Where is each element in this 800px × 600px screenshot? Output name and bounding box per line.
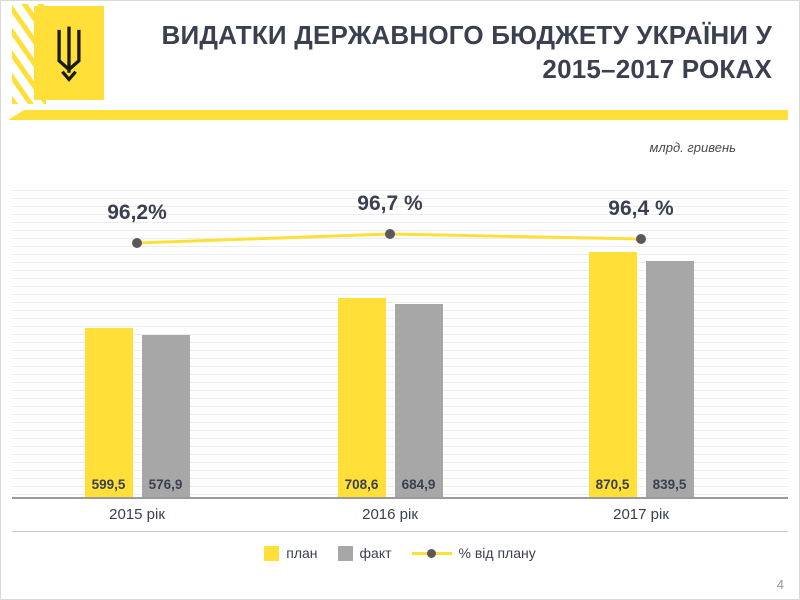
legend-label-fact: факт	[359, 545, 392, 561]
bar-value-label: 708,6	[344, 477, 379, 492]
chart-legend: план факт % від плану	[0, 540, 800, 566]
page-number: 4	[776, 577, 784, 592]
legend-item-fact: факт	[337, 545, 392, 561]
x-axis-label: 2016 рік	[362, 506, 418, 523]
bar-value-label: 576,9	[148, 477, 183, 492]
bar-план-2017: 870,5	[588, 252, 637, 497]
bar-план-2016: 708,6	[337, 298, 386, 497]
bar-value-label: 839,5	[652, 477, 687, 492]
bar-план-2015: 599,5	[84, 328, 133, 497]
x-axis-label: 2017 рік	[613, 506, 669, 523]
bar-value-label: 870,5	[595, 477, 630, 492]
x-axis-label: 2015 рік	[109, 506, 165, 523]
legend-label-plan: план	[286, 545, 318, 561]
percent-line-swatch	[411, 548, 452, 558]
percent-label: 96,2%	[107, 201, 167, 224]
percent-label: 96,4 %	[608, 197, 674, 220]
percent-of-plan-line	[132, 229, 646, 248]
bar-факт-2016: 684,9	[394, 304, 443, 497]
bar-факт-2017: 839,5	[645, 261, 694, 497]
bar-факт-2015: 576,9	[141, 335, 190, 497]
trident-icon	[57, 26, 81, 82]
logo-square	[34, 6, 104, 100]
fact-swatch	[337, 545, 353, 561]
percent-label: 96,7 %	[357, 192, 423, 215]
line-marker-dot	[132, 238, 142, 248]
title-line-2: 2015–2017 РОКАХ	[542, 54, 772, 85]
legend-label-percent: % від плану	[458, 545, 536, 561]
page-title: ВИДАТКИ ДЕРЖАВНОГО БЮДЖЕТУ УКРАЇНИ У 201…	[132, 18, 772, 87]
title-line-1: ВИДАТКИ ДЕРЖАВНОГО БЮДЖЕТУ УКРАЇНИ У	[161, 20, 772, 50]
bar-value-label: 684,9	[401, 477, 436, 492]
plan-swatch	[264, 545, 280, 561]
x-axis: 2015 рік 2016 рік 2017 рік	[12, 499, 788, 532]
legend-item-percent: % від плану	[411, 545, 536, 561]
units-label: млрд. гривень	[649, 140, 736, 155]
legend-item-plan: план	[264, 545, 318, 561]
line-marker-dot	[385, 229, 395, 239]
bar-value-label: 599,5	[91, 477, 126, 492]
bar-chart: 599,5 576,9 96,2% 708,6 684,9 96,7 % 870,5 839,…	[12, 190, 788, 499]
logo	[12, 4, 104, 104]
line-marker-dot	[636, 234, 646, 244]
yellow-divider	[8, 110, 788, 120]
